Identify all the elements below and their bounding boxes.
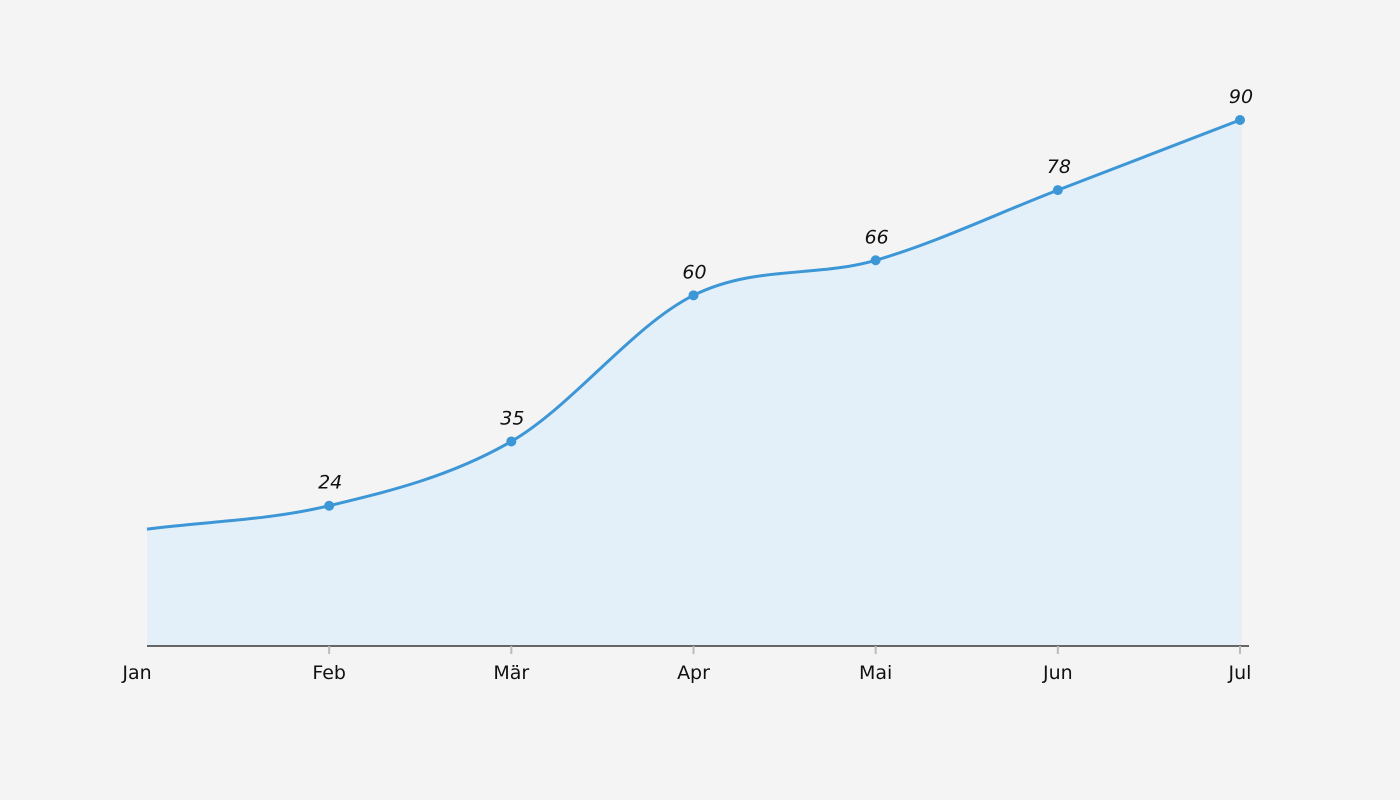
data-label: 35 bbox=[500, 407, 524, 429]
x-tick-label: Feb bbox=[312, 662, 346, 684]
x-tick-label: Mär bbox=[493, 662, 529, 684]
data-point bbox=[870, 255, 881, 266]
x-tick-label: Jun bbox=[1042, 662, 1073, 684]
x-tick-label: Mai bbox=[859, 662, 892, 684]
area-fill bbox=[147, 120, 1240, 646]
data-label: 24 bbox=[318, 472, 342, 494]
data-point bbox=[688, 290, 699, 301]
data-label: 90 bbox=[1229, 86, 1253, 108]
x-tick-label: Apr bbox=[677, 662, 710, 684]
data-label: 66 bbox=[865, 226, 889, 248]
data-point bbox=[506, 436, 517, 447]
x-axis-ticks: Jan Feb Mär Apr Mai Jun Jul bbox=[121, 646, 1251, 684]
data-point bbox=[1235, 115, 1245, 125]
data-label: 60 bbox=[682, 261, 706, 283]
x-tick-label: Jan bbox=[121, 662, 151, 684]
data-labels: 24 35 60 66 78 90 bbox=[318, 86, 1253, 494]
data-points bbox=[324, 115, 1245, 511]
data-point bbox=[1052, 185, 1063, 196]
data-label: 78 bbox=[1047, 156, 1071, 178]
x-tick-label: Jul bbox=[1228, 662, 1252, 684]
data-point bbox=[324, 500, 335, 511]
